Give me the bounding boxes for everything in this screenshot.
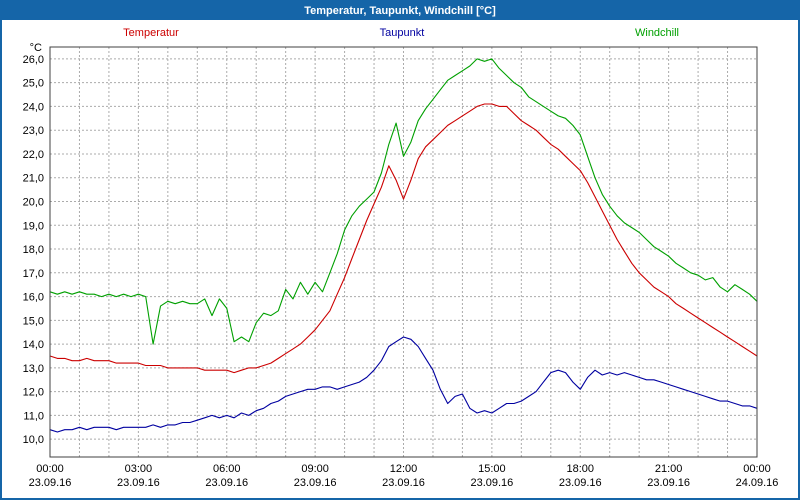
svg-text:24,0: 24,0 xyxy=(23,101,44,113)
window-titlebar[interactable]: Temperatur, Taupunkt, Windchill [°C] xyxy=(2,2,798,20)
svg-text:13,0: 13,0 xyxy=(23,363,44,375)
legend-temperatur: Temperatur xyxy=(123,27,179,39)
window-title: Temperatur, Taupunkt, Windchill [°C] xyxy=(304,5,496,17)
svg-text:15:00: 15:00 xyxy=(478,463,506,475)
svg-text:23.09.16: 23.09.16 xyxy=(29,477,72,489)
svg-text:18:00: 18:00 xyxy=(566,463,594,475)
svg-text:23.09.16: 23.09.16 xyxy=(647,477,690,489)
svg-text:20,0: 20,0 xyxy=(23,196,44,208)
svg-text:03:00: 03:00 xyxy=(125,463,153,475)
svg-text:23,0: 23,0 xyxy=(23,125,44,137)
grid xyxy=(49,47,758,457)
svg-text:00:00: 00:00 xyxy=(36,463,64,475)
svg-text:23.09.16: 23.09.16 xyxy=(470,477,513,489)
svg-text:23.09.16: 23.09.16 xyxy=(294,477,337,489)
svg-text:26,0: 26,0 xyxy=(23,54,44,66)
svg-text:25,0: 25,0 xyxy=(23,78,44,90)
y-axis-unit: °C xyxy=(30,42,42,54)
svg-text:16,0: 16,0 xyxy=(23,292,44,304)
svg-text:17,0: 17,0 xyxy=(23,268,44,280)
series-taupunkt xyxy=(49,336,758,433)
series-windchill xyxy=(49,58,758,345)
legend-taupunkt: Taupunkt xyxy=(379,27,425,39)
svg-text:24.09.16: 24.09.16 xyxy=(736,477,779,489)
svg-text:18,0: 18,0 xyxy=(23,244,44,256)
svg-text:15,0: 15,0 xyxy=(23,315,44,327)
svg-text:12,0: 12,0 xyxy=(23,387,44,399)
svg-text:00:00: 00:00 xyxy=(743,463,771,475)
svg-text:23.09.16: 23.09.16 xyxy=(117,477,160,489)
svg-text:09:00: 09:00 xyxy=(301,463,329,475)
svg-text:21:00: 21:00 xyxy=(655,463,683,475)
x-axis-labels: 00:00 23.09.16 03:00 23.09.16 06:00 23.09.16 0… xyxy=(29,463,779,489)
series-temperatur xyxy=(49,103,758,374)
svg-text:10,0: 10,0 xyxy=(23,434,44,446)
legend-windchill: Windchill xyxy=(634,27,680,39)
svg-text:11,0: 11,0 xyxy=(23,410,44,422)
svg-text:23.09.16: 23.09.16 xyxy=(205,477,248,489)
y-axis-labels: 10,0 11,0 12,0 13,0 14,0 15,0 16,0 17,0 18,0 19,0… xyxy=(23,54,44,446)
svg-text:22,0: 22,0 xyxy=(23,149,44,161)
svg-text:19,0: 19,0 xyxy=(23,220,44,232)
svg-text:23.09.16: 23.09.16 xyxy=(559,477,602,489)
svg-text:23.09.16: 23.09.16 xyxy=(382,477,425,489)
svg-text:21,0: 21,0 xyxy=(23,173,44,185)
svg-text:14,0: 14,0 xyxy=(23,339,44,351)
svg-text:12:00: 12:00 xyxy=(390,463,418,475)
plot-border xyxy=(49,46,758,458)
svg-text:06:00: 06:00 xyxy=(213,463,241,475)
